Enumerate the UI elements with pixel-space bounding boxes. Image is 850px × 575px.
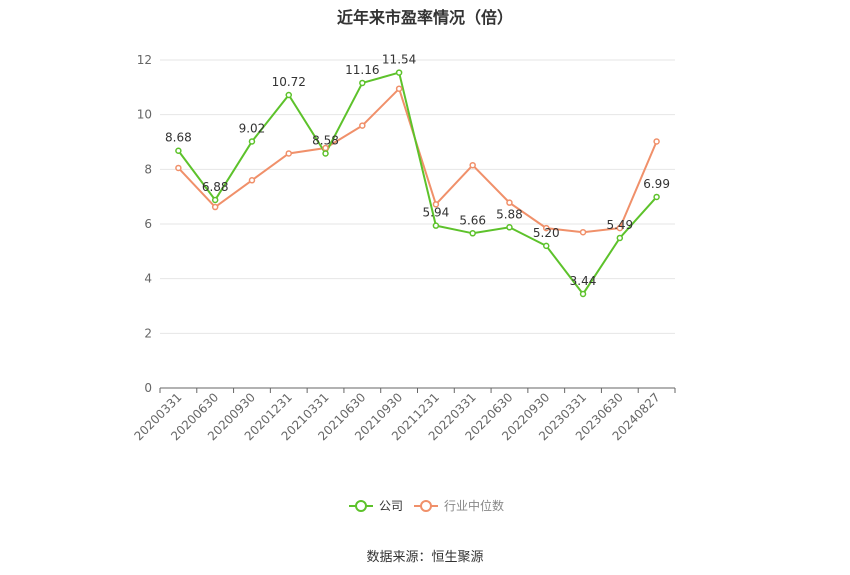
y-tick-label: 12 — [137, 53, 152, 67]
legend-marker — [420, 500, 432, 512]
company-point — [175, 147, 182, 154]
industry-point — [579, 228, 587, 236]
series-line-company — [177, 71, 658, 296]
company-point — [579, 290, 587, 298]
y-tick-label: 8 — [144, 162, 152, 176]
legend-label: 公司 — [379, 499, 403, 513]
industry-point — [616, 224, 624, 232]
data-label: 5.66 — [459, 213, 486, 227]
series-lines — [177, 71, 658, 296]
y-axis-ticks: 0 2 4 6 8 10 12 — [137, 53, 152, 395]
industry-point — [359, 122, 366, 129]
chart-title: 近年来市盈率情况（倍） — [336, 8, 513, 27]
company-point — [359, 79, 366, 87]
industry-point — [506, 199, 513, 206]
data-label: 5.94 — [423, 206, 450, 220]
data-label: 8.68 — [165, 131, 192, 145]
data-source-note: 数据来源：恒生聚源 — [366, 550, 484, 565]
series-line-industry — [177, 86, 658, 234]
x-axis: 2020033120200630202009302020123120210331… — [131, 387, 676, 443]
company-point — [248, 138, 256, 145]
data-label: 3.44 — [570, 274, 597, 288]
company-point — [653, 193, 660, 201]
y-tick-label: 2 — [144, 326, 152, 340]
grid-lines — [160, 59, 675, 334]
data-label: 11.54 — [382, 53, 416, 67]
data-label: 6.99 — [643, 177, 670, 191]
company-point — [285, 91, 292, 99]
industry-point — [432, 201, 440, 208]
data-label: 5.88 — [496, 207, 523, 221]
series-points — [175, 69, 660, 298]
industry-point — [543, 224, 550, 232]
industry-point — [285, 150, 292, 157]
industry-point — [469, 161, 476, 169]
data-label: 6.88 — [202, 180, 229, 194]
industry-point — [653, 138, 660, 145]
company-point — [543, 242, 550, 250]
data-label: 8.58 — [312, 133, 339, 147]
company-point — [395, 69, 403, 76]
legend-label: 行业中位数 — [444, 498, 504, 513]
company-point — [506, 224, 513, 231]
y-tick-label: 6 — [144, 217, 152, 231]
y-tick-label: 4 — [144, 272, 152, 286]
legend-item-industry[interactable]: 行业中位数 — [414, 498, 504, 513]
data-label: 5.49 — [606, 218, 633, 232]
company-point — [432, 222, 440, 229]
industry-point — [248, 177, 256, 184]
legend[interactable]: 公司 行业中位数 — [349, 498, 504, 513]
data-label: 11.16 — [345, 63, 379, 77]
company-point — [469, 230, 476, 237]
data-label: 5.20 — [533, 226, 560, 240]
company-point — [322, 150, 329, 157]
data-label: 9.02 — [239, 121, 266, 135]
industry-point — [395, 85, 403, 92]
data-label: 10.72 — [272, 75, 306, 89]
company-point — [211, 196, 219, 204]
industry-point — [175, 164, 182, 172]
y-tick-label: 0 — [144, 381, 152, 395]
legend-marker — [355, 500, 367, 512]
legend-item-company[interactable]: 公司 — [349, 499, 403, 513]
company-point — [616, 234, 624, 242]
y-tick-label: 10 — [137, 108, 152, 122]
industry-point — [211, 203, 219, 211]
